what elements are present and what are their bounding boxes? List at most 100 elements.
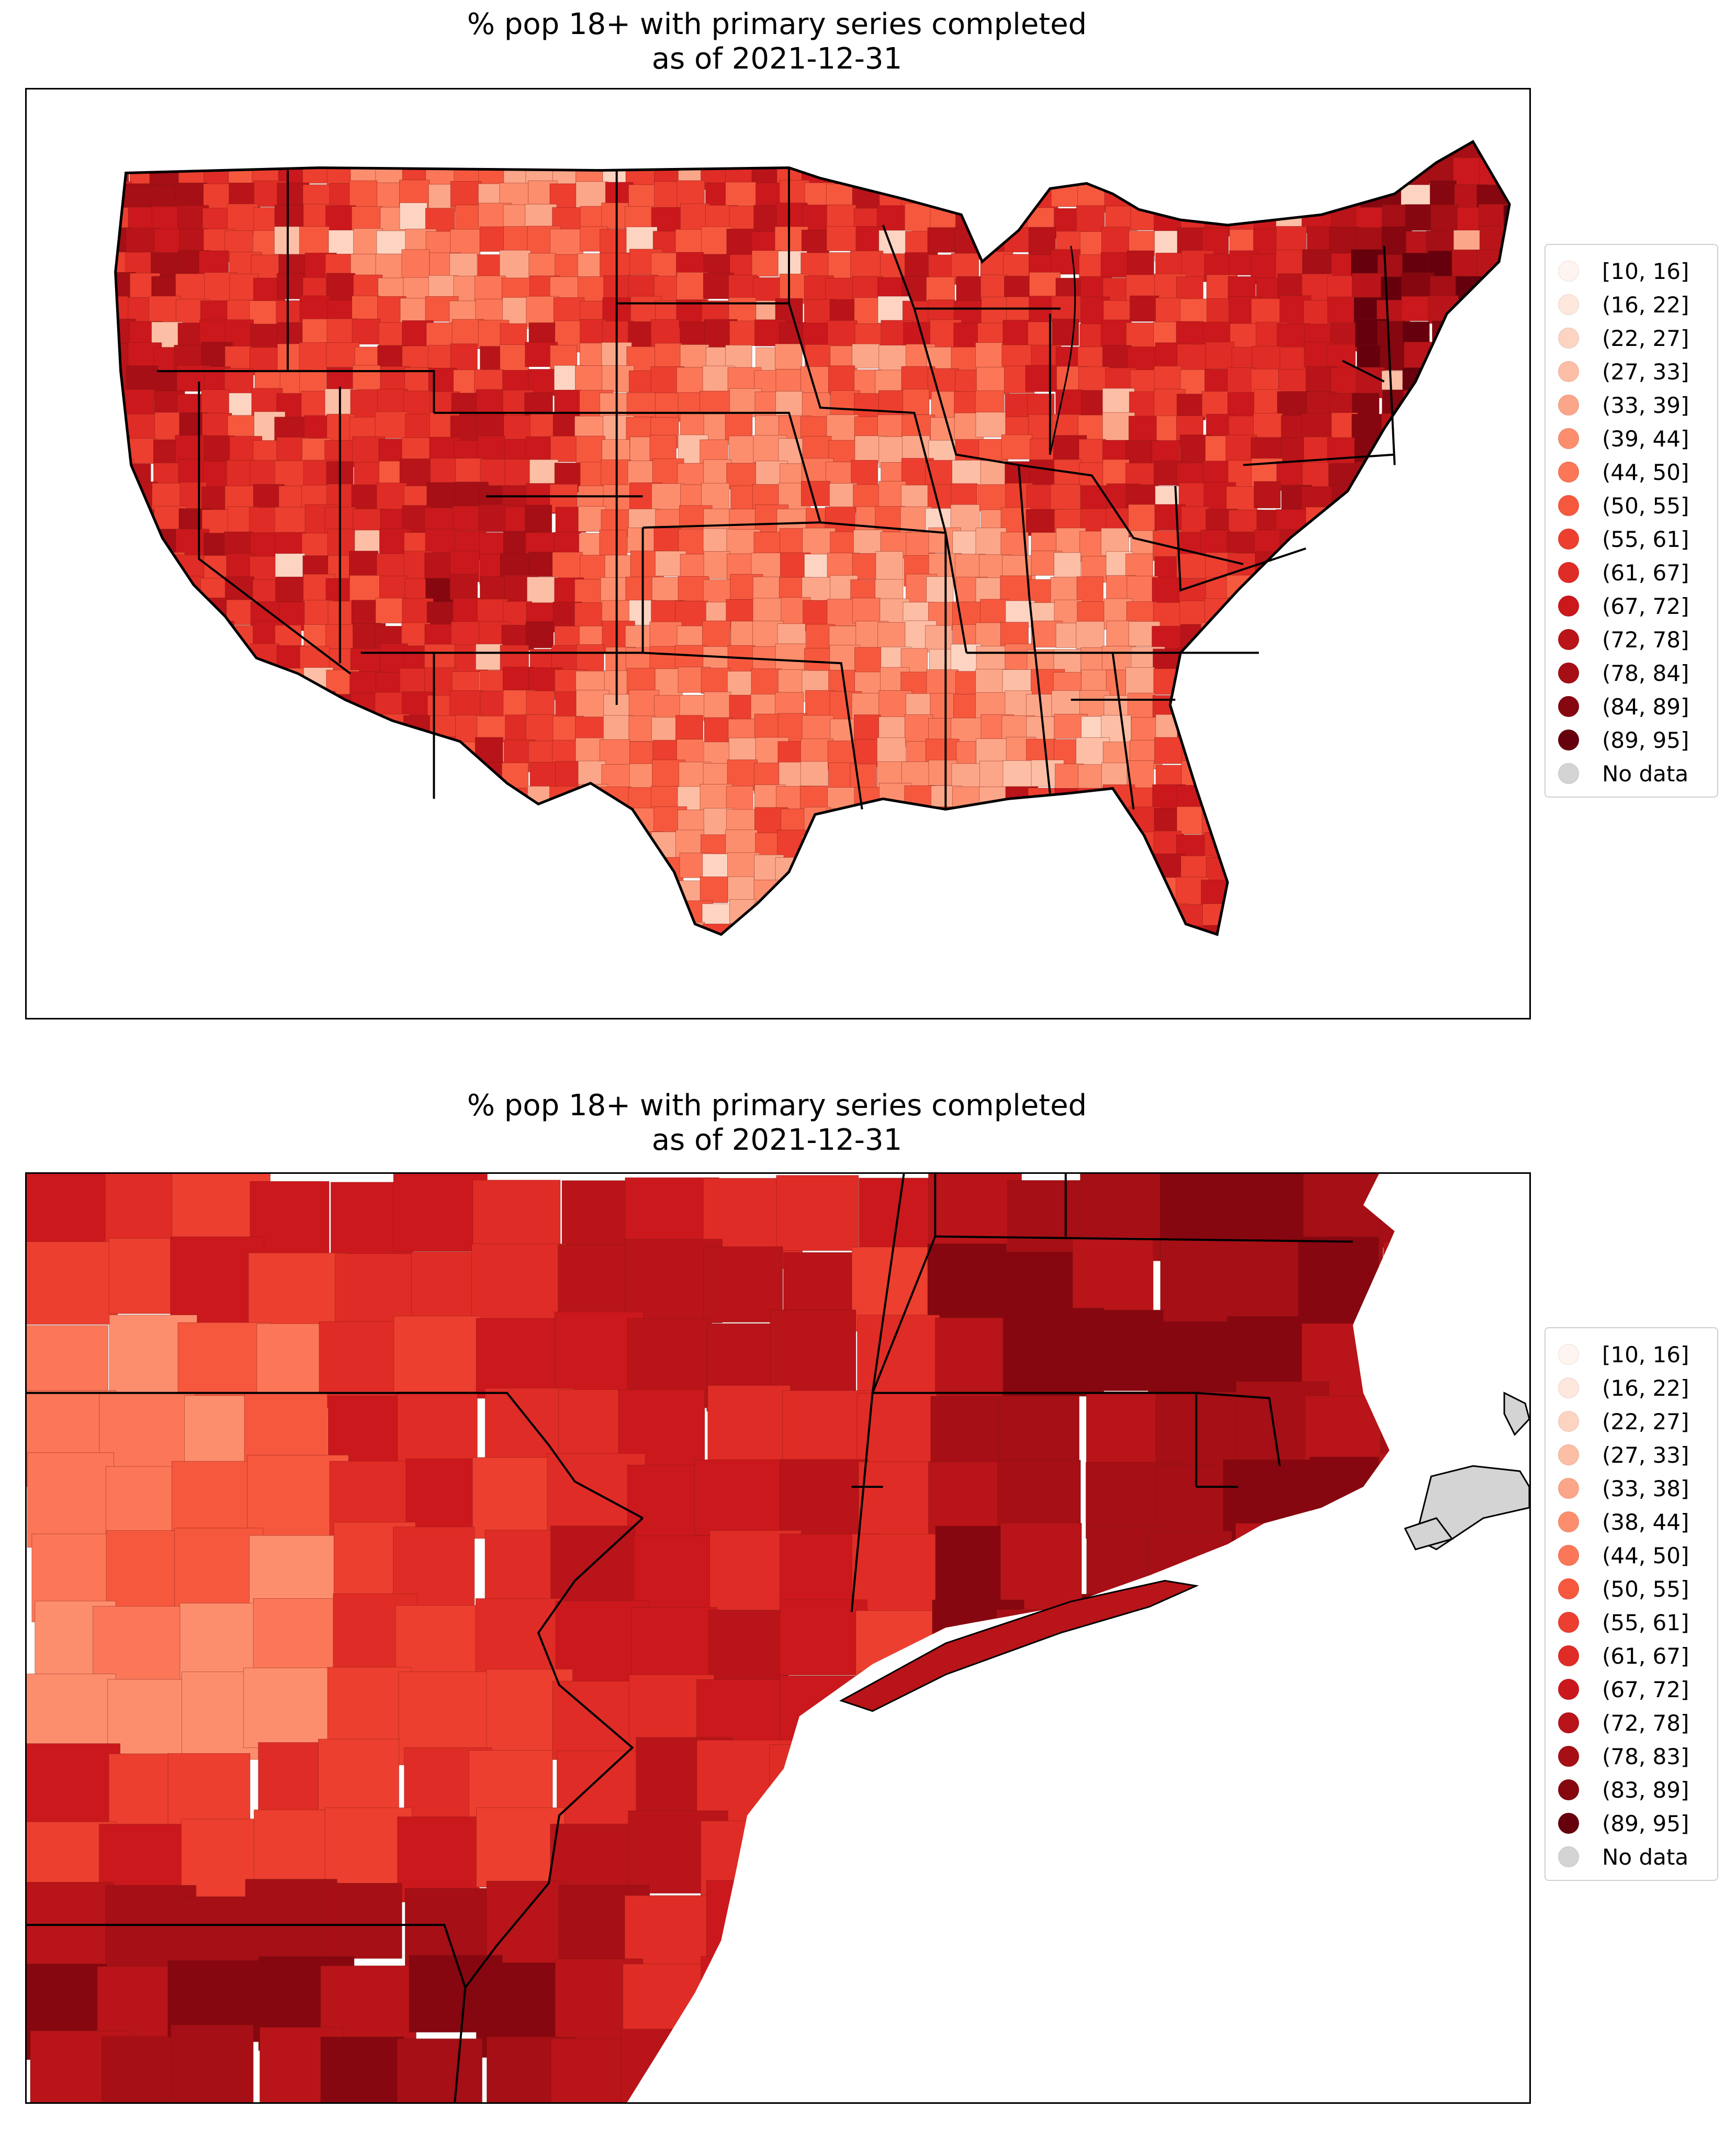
- county-cell[interactable]: [1507, 646, 1529, 673]
- county-cell[interactable]: [1457, 690, 1489, 719]
- county-cell[interactable]: [27, 946, 53, 976]
- county-cell[interactable]: [79, 972, 112, 1001]
- county-cell[interactable]: [1507, 738, 1529, 768]
- county-cell[interactable]: [627, 951, 660, 982]
- county-cell[interactable]: [1054, 948, 1085, 974]
- county-cell[interactable]: [1478, 436, 1505, 464]
- county-cell[interactable]: [1076, 621, 1104, 649]
- county-cell[interactable]: [1153, 946, 1184, 974]
- county-cell[interactable]: [475, 134, 510, 163]
- county-cell[interactable]: [1204, 89, 1235, 115]
- county-cell[interactable]: [702, 620, 731, 649]
- county-cell[interactable]: [850, 764, 877, 792]
- county-cell[interactable]: [850, 831, 878, 857]
- county-cell[interactable]: [325, 970, 352, 996]
- county-cell[interactable]: [275, 576, 306, 602]
- county-cell[interactable]: [529, 137, 565, 162]
- county-cell[interactable]: [1355, 669, 1383, 696]
- county-cell[interactable]: [525, 505, 553, 536]
- county-cell[interactable]: [125, 649, 156, 679]
- county-cell[interactable]: [378, 806, 409, 837]
- county-cell[interactable]: [399, 203, 427, 230]
- county-cell[interactable]: [526, 690, 555, 719]
- county-cell[interactable]: [726, 463, 757, 489]
- county-cell[interactable]: [1430, 393, 1464, 419]
- county-cell[interactable]: [1278, 667, 1312, 699]
- county-cell[interactable]: [1254, 694, 1282, 725]
- county-cell[interactable]: [780, 1896, 866, 1982]
- county-cell[interactable]: [803, 949, 837, 977]
- county-cell[interactable]: [304, 947, 335, 973]
- county-cell[interactable]: [776, 1175, 859, 1251]
- county-cell[interactable]: [174, 737, 207, 766]
- county-cell[interactable]: [303, 739, 336, 770]
- county-cell[interactable]: [555, 970, 584, 1000]
- county-cell[interactable]: [952, 880, 982, 906]
- county-cell[interactable]: [880, 114, 907, 142]
- county-cell[interactable]: [1306, 575, 1340, 603]
- county-cell[interactable]: [174, 599, 207, 631]
- county-cell[interactable]: [1236, 2023, 1335, 2102]
- county-cell[interactable]: [1429, 645, 1457, 677]
- county-cell[interactable]: [1501, 411, 1529, 443]
- county-cell[interactable]: [1381, 833, 1409, 859]
- county-cell[interactable]: [324, 832, 355, 862]
- county-cell[interactable]: [1298, 1884, 1380, 1960]
- county-cell[interactable]: [1201, 880, 1235, 907]
- county-cell[interactable]: [1379, 556, 1406, 586]
- county-cell[interactable]: [576, 159, 603, 186]
- county-cell[interactable]: [1304, 184, 1335, 216]
- county-cell[interactable]: [1050, 138, 1079, 164]
- county-cell[interactable]: [1231, 924, 1266, 952]
- county-cell[interactable]: [225, 948, 256, 977]
- county-cell[interactable]: [1354, 575, 1384, 606]
- county-cell[interactable]: [250, 881, 283, 909]
- county-cell[interactable]: [1479, 927, 1511, 954]
- county-cell[interactable]: [1237, 1893, 1331, 1976]
- county-cell[interactable]: [1379, 1817, 1460, 1907]
- county-cell[interactable]: [1453, 462, 1487, 494]
- county-cell[interactable]: [427, 788, 457, 818]
- county-cell[interactable]: [27, 672, 55, 701]
- county-cell[interactable]: [1377, 717, 1409, 742]
- county-cell[interactable]: [375, 740, 403, 769]
- county-cell[interactable]: [400, 926, 432, 958]
- county-cell[interactable]: [500, 992, 533, 1018]
- county-cell[interactable]: [1481, 788, 1509, 817]
- county-cell[interactable]: [801, 902, 831, 928]
- county-cell[interactable]: [174, 1528, 264, 1611]
- county-cell[interactable]: [600, 926, 633, 952]
- county-cell[interactable]: [1376, 787, 1408, 818]
- county-cell[interactable]: [205, 782, 237, 813]
- county-cell[interactable]: [1355, 461, 1383, 491]
- county-cell[interactable]: [875, 161, 907, 192]
- county-cell[interactable]: [253, 136, 285, 164]
- county-cell[interactable]: [580, 834, 614, 862]
- county-cell[interactable]: [49, 992, 80, 1018]
- county-cell[interactable]: [1481, 716, 1513, 744]
- county-cell[interactable]: [1380, 667, 1414, 697]
- county-cell[interactable]: [1377, 1680, 1471, 1769]
- county-cell[interactable]: [1180, 298, 1210, 324]
- county-cell[interactable]: [1302, 833, 1334, 860]
- county-cell[interactable]: [178, 806, 213, 835]
- county-cell[interactable]: [126, 904, 154, 934]
- county-cell[interactable]: [854, 2030, 937, 2102]
- county-cell[interactable]: [275, 532, 306, 557]
- county-cell[interactable]: [280, 89, 313, 116]
- county-cell[interactable]: [300, 830, 330, 860]
- county-cell[interactable]: [99, 786, 129, 816]
- county-cell[interactable]: [1052, 811, 1080, 838]
- county-cell[interactable]: [305, 133, 333, 161]
- county-cell[interactable]: [501, 923, 532, 950]
- county-cell[interactable]: [677, 973, 709, 1003]
- county-cell[interactable]: [1251, 133, 1286, 165]
- county-cell[interactable]: [278, 134, 313, 160]
- county-cell[interactable]: [49, 788, 80, 817]
- county-cell[interactable]: [599, 393, 630, 419]
- county-cell[interactable]: [425, 857, 456, 884]
- county-cell[interactable]: [54, 111, 82, 138]
- county-cell[interactable]: [79, 367, 108, 395]
- county-cell[interactable]: [1479, 904, 1509, 930]
- county-cell[interactable]: [102, 486, 136, 517]
